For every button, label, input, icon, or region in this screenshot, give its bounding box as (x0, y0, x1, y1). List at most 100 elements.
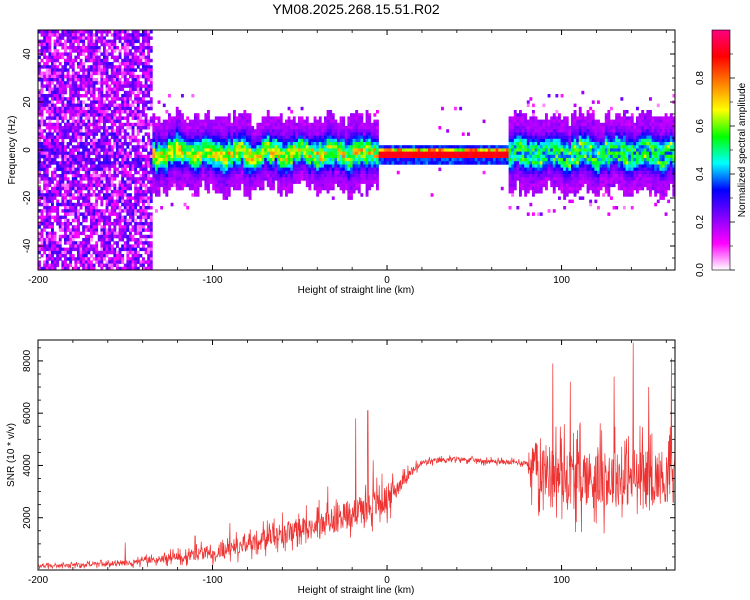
spectrogram-cell (157, 126, 161, 130)
spectrogram-cell (251, 132, 255, 136)
spectrogram-cell (230, 170, 234, 175)
spectrogram-cell (71, 212, 75, 216)
spectrogram-cell (66, 58, 70, 63)
spectrogram-cell (100, 247, 104, 252)
spectrogram-cell (64, 167, 67, 172)
spectrogram-cell (77, 84, 80, 88)
spectrogram-cell (84, 215, 88, 220)
spectrogram-cell (370, 129, 374, 133)
spectrogram-cell (191, 183, 195, 188)
spectrogram-cell (300, 135, 304, 140)
spectrogram-cell (134, 78, 138, 82)
spectrogram-cell (66, 186, 70, 191)
spectrogram-cell (412, 154, 416, 159)
spectrogram-cell (121, 257, 125, 261)
spectrogram-cell (233, 113, 236, 117)
spectrogram-cell (238, 116, 242, 120)
spectrogram-cell (103, 30, 106, 34)
spectrogram-cell (79, 250, 83, 255)
spectrogram-cell (285, 170, 288, 175)
spectrogram-cell (61, 100, 65, 104)
spectrogram-cell (97, 260, 101, 264)
spectrogram-cell (90, 103, 93, 108)
spectrogram-cell (69, 106, 73, 111)
spectrogram-cell (113, 132, 117, 136)
spectrogram-cell (105, 202, 109, 207)
spectrogram-cell (103, 225, 106, 229)
spectrogram-cell (144, 87, 148, 92)
spectrogram-cell (274, 158, 278, 162)
spectrogram-cell (467, 145, 470, 149)
spectrogram-cell (222, 180, 226, 184)
spectrogram-cell (139, 238, 143, 242)
spectrogram-cell (155, 170, 158, 175)
spectrogram-cell (77, 167, 80, 172)
spectrogram-cell (222, 132, 226, 136)
spectrogram-cell (53, 241, 57, 245)
spectrogram-cell (246, 151, 249, 156)
spectrogram-cell (134, 100, 138, 104)
spectrogram-cell (110, 250, 114, 255)
spectrogram-cell (121, 71, 125, 76)
spectrogram-cell (272, 174, 275, 178)
spectrogram-cell (363, 151, 366, 156)
spectrogram-cell (69, 49, 73, 53)
spectrogram-cell (266, 142, 270, 146)
spectrogram-cell (144, 65, 148, 69)
spectrogram-cell (48, 250, 52, 255)
spectrogram-cell (144, 84, 148, 88)
spectrogram-cell (316, 167, 320, 172)
spectrogram-cell (58, 257, 62, 261)
spectrogram-cell (155, 138, 158, 143)
spectrogram-cell (71, 119, 75, 124)
spectrogram-cell (238, 148, 242, 152)
spectrogram-cell (123, 58, 127, 63)
spectrogram-cell (368, 148, 372, 152)
spectrogram-cell (357, 190, 361, 194)
spectrogram-cell (105, 30, 109, 34)
spectrogram-cell (178, 145, 182, 149)
spectrogram-cell (246, 167, 249, 172)
spectrogram-cell (95, 158, 99, 162)
spectrogram-cell (144, 228, 148, 232)
spectrogram-cell (48, 68, 52, 72)
spectrogram-cell (214, 161, 218, 165)
spectrogram-cell (126, 42, 130, 47)
spectrogram-cell (342, 145, 346, 149)
spectrogram-cell (266, 145, 270, 149)
spectrogram-cell (225, 126, 229, 130)
spectrogram-cell (77, 186, 80, 191)
spectrogram-cell (165, 170, 169, 175)
spectrogram-cell (121, 193, 125, 197)
spectrogram-cell (308, 186, 312, 191)
spectrogram-cell (347, 177, 351, 181)
spectrogram-cell (58, 81, 62, 85)
spectrogram-cell (318, 116, 322, 120)
spectrogram-cell (118, 186, 122, 191)
spectrogram-cell (77, 202, 80, 207)
spectrogram-cell (142, 196, 145, 200)
spectrogram-cell (238, 151, 242, 156)
spectrogram-cell (66, 206, 70, 210)
spectrogram-cell (64, 199, 67, 204)
spectrogram-cell (87, 167, 91, 172)
spectrogram-cell (209, 158, 213, 162)
spectrogram-cell (394, 154, 398, 159)
spectrogram-cell (87, 263, 91, 268)
spectrogram-cell (66, 68, 70, 72)
spectrogram-cell (79, 74, 83, 79)
spectrogram-cell (376, 129, 379, 133)
spectrogram-cell (227, 158, 231, 162)
spectrogram-cell (100, 199, 104, 204)
spectrogram-cell (92, 161, 96, 165)
spectrogram-cell (40, 154, 44, 159)
spectrogram-cell (217, 170, 221, 175)
spectrogram-cell (199, 148, 203, 152)
spectrogram-cell (295, 148, 299, 152)
spectrogram-cell (238, 154, 242, 159)
spectrogram-cell (118, 199, 122, 204)
spectrogram-cell (373, 158, 377, 162)
spectrogram-cell (71, 81, 75, 85)
spectrogram-cell (147, 212, 151, 216)
spectrogram-cell (64, 74, 67, 79)
